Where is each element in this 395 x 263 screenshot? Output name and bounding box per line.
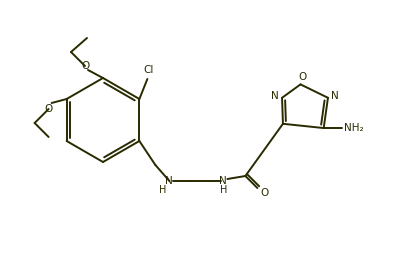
Text: O: O <box>45 104 53 114</box>
Text: N: N <box>166 176 173 186</box>
Text: H: H <box>220 185 227 195</box>
Text: O: O <box>81 61 89 71</box>
Text: O: O <box>260 188 269 198</box>
Text: Cl: Cl <box>143 65 154 75</box>
Text: O: O <box>298 72 307 82</box>
Text: N: N <box>220 176 227 186</box>
Text: N: N <box>331 91 339 101</box>
Text: H: H <box>159 185 166 195</box>
Text: N: N <box>271 91 279 101</box>
Text: NH₂: NH₂ <box>344 123 363 133</box>
